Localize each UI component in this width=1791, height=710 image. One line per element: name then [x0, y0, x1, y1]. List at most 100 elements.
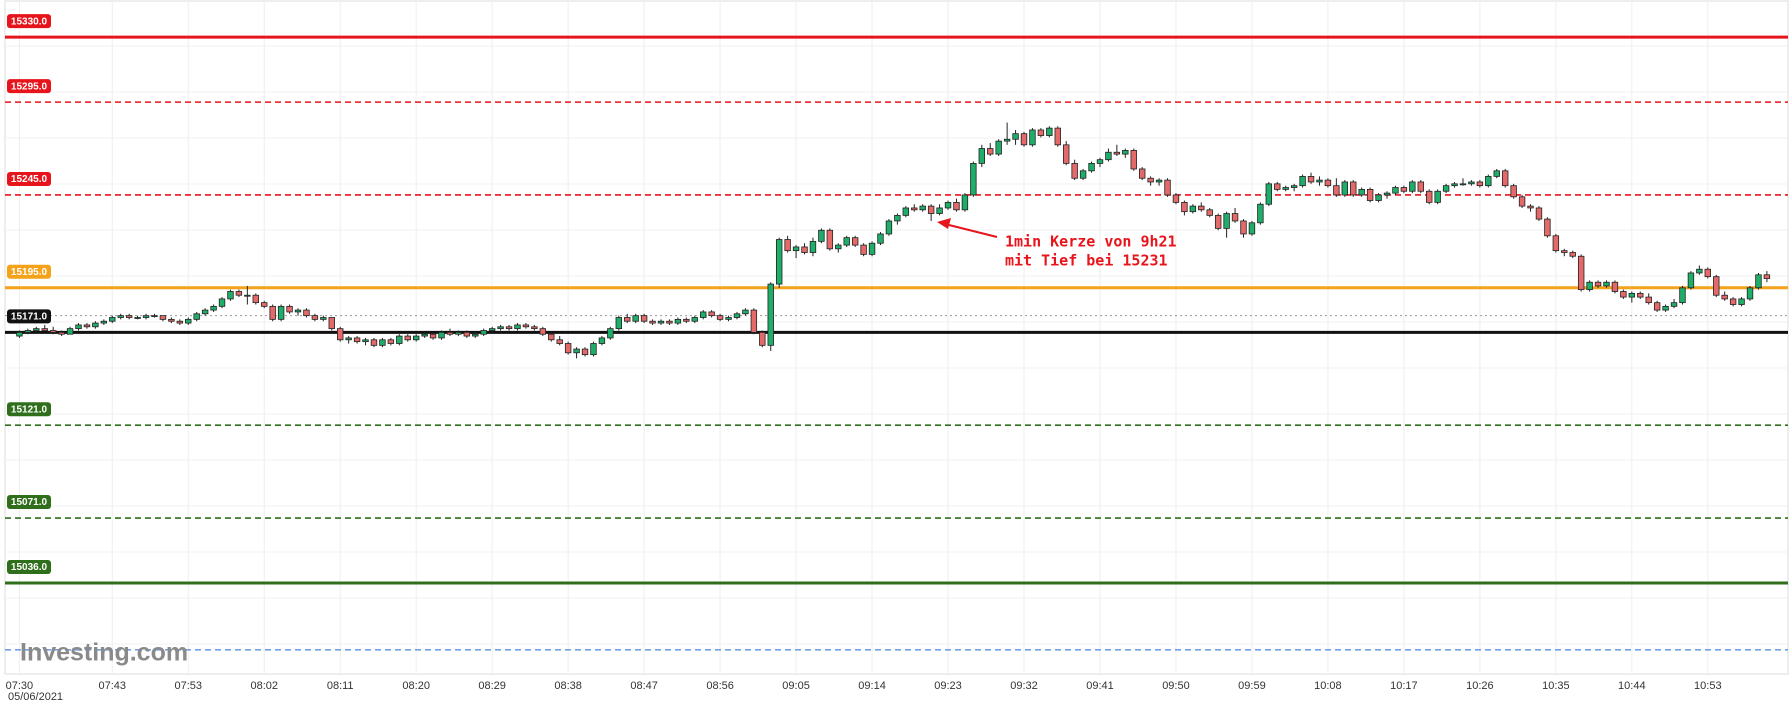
- candle-body: [1105, 151, 1112, 161]
- level-label: 15245.0: [11, 174, 48, 185]
- candle-body: [708, 311, 715, 317]
- candle-body: [379, 339, 386, 346]
- candle-body: [1198, 205, 1205, 211]
- candle-body: [607, 328, 614, 339]
- candle-body: [759, 331, 766, 346]
- x-tick-label: 08:29: [478, 680, 506, 692]
- candle-body: [860, 244, 867, 255]
- candle-body: [868, 242, 876, 255]
- candle-body: [438, 331, 445, 339]
- candle-body: [142, 315, 150, 318]
- candle-body: [83, 324, 91, 328]
- candle-body: [1645, 296, 1652, 304]
- candle-body: [1400, 187, 1408, 192]
- candle-body: [463, 331, 471, 337]
- candle-body: [497, 326, 504, 330]
- candle-body: [185, 318, 192, 324]
- candle-body: [1577, 255, 1585, 291]
- candle-body: [640, 315, 648, 322]
- candle-body: [1122, 149, 1129, 155]
- candle-body: [522, 324, 530, 328]
- candle-body: [1063, 144, 1070, 164]
- annotation: 1min Kerze von 9h21: [1005, 233, 1177, 251]
- candle-body: [134, 317, 141, 319]
- x-tick-label: 07:30: [6, 680, 34, 692]
- candle-body: [1248, 222, 1256, 235]
- candle-body: [168, 318, 175, 322]
- candle-body: [1316, 179, 1323, 183]
- candle-body: [320, 317, 327, 320]
- candle-body: [1350, 181, 1357, 196]
- candle-body: [835, 244, 842, 250]
- candle-body: [159, 315, 167, 320]
- candle-body: [421, 333, 428, 337]
- candle-body: [41, 328, 48, 331]
- logo: Investing.com: [20, 639, 188, 667]
- level-label: 15171.0: [11, 311, 48, 322]
- candle-body: [1003, 138, 1011, 142]
- candle-body: [1206, 209, 1213, 216]
- candle-body: [775, 239, 783, 285]
- candle-body: [1586, 281, 1593, 291]
- candle-body: [429, 333, 437, 339]
- x-tick-label: 08:56: [706, 680, 734, 692]
- level-label: 15036.0: [11, 562, 48, 573]
- level-badge: [7, 171, 51, 186]
- candle-body: [1527, 205, 1534, 209]
- candle-body: [1274, 183, 1281, 190]
- candle-body: [1054, 127, 1061, 146]
- candle-body: [1738, 298, 1745, 305]
- x-tick-label: 10:26: [1466, 680, 1494, 692]
- candle-body: [818, 229, 825, 242]
- candle-body: [370, 339, 378, 346]
- candle-body: [1611, 281, 1619, 292]
- candle-body: [801, 246, 808, 253]
- x-tick-label: 09:14: [858, 680, 886, 692]
- candle-body: [1257, 203, 1264, 224]
- arrow-head: [937, 218, 951, 229]
- candle-body: [193, 313, 200, 320]
- candle-body: [1012, 133, 1019, 140]
- x-tick-label: 10:35: [1542, 680, 1570, 692]
- candle-body: [1037, 129, 1045, 136]
- candle-body: [1442, 185, 1450, 192]
- candle-body: [1324, 179, 1332, 187]
- candle-body: [894, 214, 901, 222]
- x-tick-label: 08:02: [250, 680, 278, 692]
- candle-body: [505, 326, 513, 330]
- candle-body: [514, 324, 521, 330]
- candle-body: [269, 305, 276, 320]
- candle-body: [1713, 276, 1720, 296]
- candle-body: [851, 237, 859, 246]
- candle-body: [345, 337, 352, 341]
- candle-body: [987, 148, 994, 155]
- candle-body: [353, 337, 361, 343]
- candle-body: [1071, 162, 1078, 179]
- candle-body: [1476, 181, 1484, 187]
- candle-body: [311, 315, 319, 320]
- candle-body: [1088, 162, 1095, 172]
- candle-body: [767, 283, 774, 346]
- candle-body: [176, 320, 184, 324]
- candle-body: [244, 294, 251, 297]
- candle-body: [666, 320, 673, 324]
- candle-body: [1493, 170, 1500, 177]
- x-tick-label: 08:20: [402, 680, 430, 692]
- candle-body: [100, 320, 108, 324]
- candle-body: [1214, 214, 1222, 229]
- candle-body: [1746, 287, 1754, 300]
- candle-body: [1130, 149, 1137, 170]
- candle-body: [615, 317, 622, 330]
- candle-body: [92, 322, 99, 328]
- candle-body: [16, 331, 23, 337]
- level-badge: [7, 79, 51, 94]
- level-badge: [7, 402, 51, 417]
- candle-body: [556, 339, 563, 344]
- candle-body: [1265, 183, 1273, 205]
- x-tick-label: 08:11: [327, 680, 354, 692]
- x-tick-label: 08:38: [554, 680, 582, 692]
- candle-body: [564, 343, 572, 354]
- candle-body: [1544, 218, 1551, 237]
